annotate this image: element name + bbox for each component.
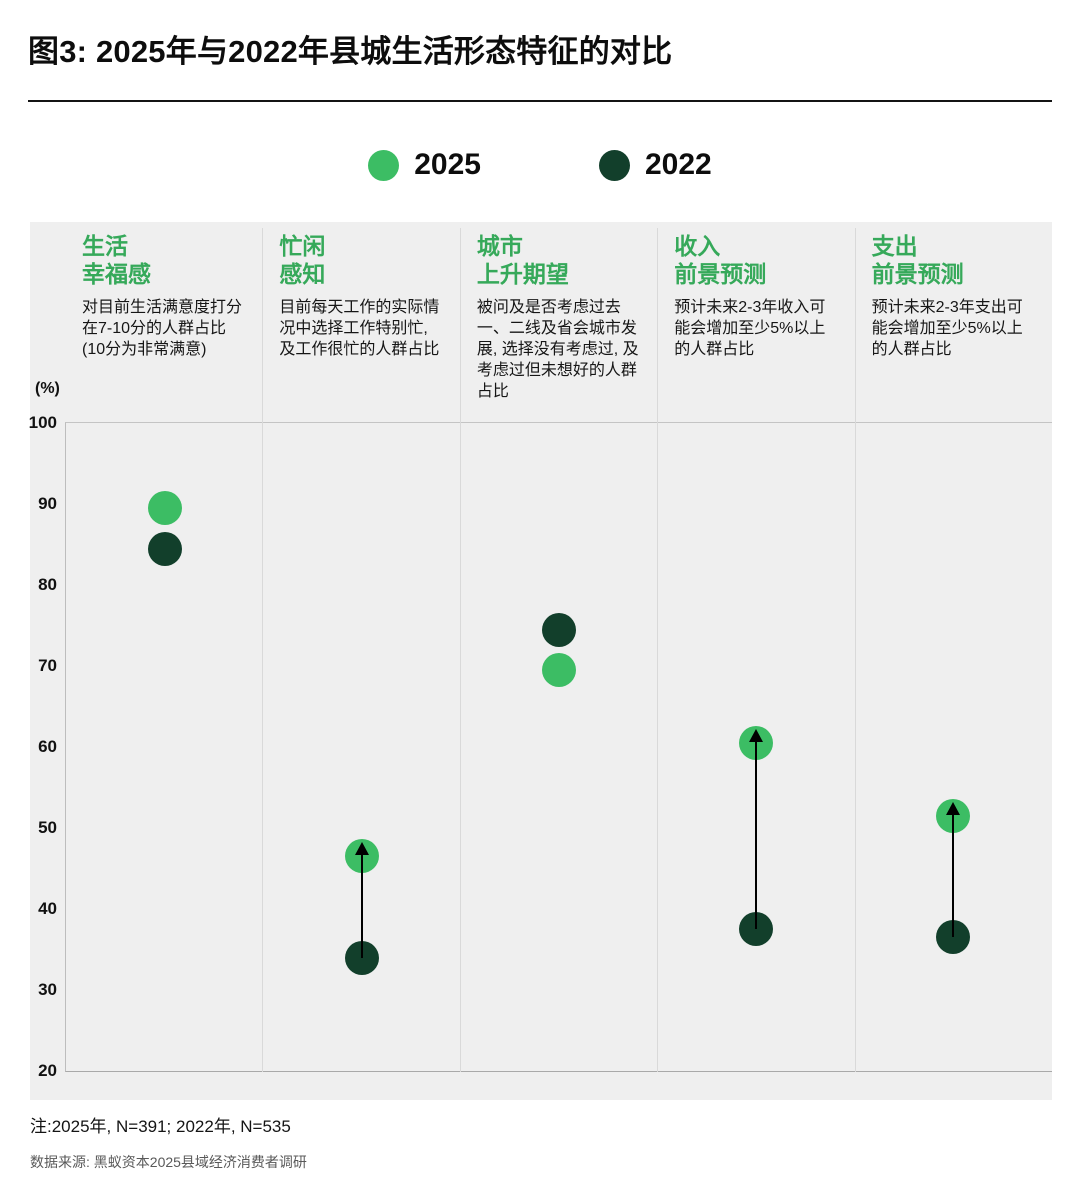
y-tick-label: 50 bbox=[38, 818, 57, 837]
category-header: 忙闲 感知目前每天工作的实际情况中选择工作特别忙, 及工作很忙的人群占比 bbox=[262, 230, 459, 422]
y-tick-label: 20 bbox=[38, 1061, 57, 1080]
category-description: 被问及是否考虑过去一、二线及省会城市发展, 选择没有考虑过, 及考虑过但未想好的… bbox=[476, 299, 639, 400]
column-divider bbox=[657, 228, 659, 1072]
y-tick-label: 100 bbox=[28, 413, 57, 432]
category-description: 预计未来2-3年收入可能会增加至少5%以上的人群占比 bbox=[674, 299, 826, 358]
y-axis-unit-label: (%) bbox=[35, 380, 60, 397]
data-point-2025 bbox=[542, 653, 576, 688]
data-source-note: 数据来源: 黑蚁资本2025县域经济消费者调研 bbox=[30, 1154, 307, 1170]
legend-item-2022: 2022 bbox=[599, 148, 712, 182]
y-tick-label: 90 bbox=[38, 494, 57, 513]
y-tick-label: 80 bbox=[38, 575, 57, 594]
data-point-2022 bbox=[542, 612, 576, 647]
category-title: 生活 幸福感 bbox=[82, 233, 151, 287]
category-description: 对目前生活满意度打分在7-10分的人群占比(10分为非常满意) bbox=[82, 299, 243, 358]
data-point-2022 bbox=[147, 531, 182, 566]
change-arrow-head-icon bbox=[749, 728, 764, 742]
category-header-row: 生活 幸福感 对目前生活满意度打分在7-10分的人群占比(10分为非常满意) 忙闲 … bbox=[65, 230, 1052, 422]
category-description: 预计未来2-3年支出可能会增加至少5%以上的人群占比 bbox=[871, 299, 1023, 358]
y-tick-label: 30 bbox=[38, 980, 57, 999]
category-description: 目前每天工作的实际情况中选择工作特别忙, 及工作很忙的人群占比 bbox=[279, 299, 440, 358]
category-title: 城市 上升期望 bbox=[476, 233, 569, 287]
category-header: 城市 上升期望被问及是否考虑过去一、二线及省会城市发展, 选择没有考虑过, 及考… bbox=[460, 230, 657, 422]
category-header: 支出 前景预测预计未来2-3年支出可能会增加至少5%以上的人群占比 bbox=[855, 230, 1052, 422]
change-arrow-line bbox=[952, 813, 955, 938]
page-title: 图3: 2025年与2022年县城生活形态特征的对比 bbox=[28, 34, 673, 69]
legend-label-2025: 2025 bbox=[414, 148, 481, 181]
y-tick-label: 70 bbox=[38, 656, 57, 675]
sample-size-note: 注:2025年, N=391; 2022年, N=535 bbox=[30, 1117, 291, 1136]
chart-legend: 2025 2022 bbox=[0, 148, 1080, 182]
legend-dot-2022-icon bbox=[599, 149, 630, 181]
column-divider bbox=[459, 228, 461, 1072]
legend-item-2025: 2025 bbox=[368, 148, 481, 182]
data-point-2025 bbox=[147, 491, 182, 526]
change-arrow-head-icon bbox=[946, 801, 961, 815]
category-title: 忙闲 感知 bbox=[279, 233, 326, 287]
category-title: 收入 前景预测 bbox=[674, 233, 767, 287]
change-arrow-head-icon bbox=[354, 842, 369, 856]
plot-area: 100 90 80 70 60 50 40 30 20 bbox=[29, 413, 1052, 1080]
change-arrow-line bbox=[755, 740, 758, 930]
column-divider bbox=[854, 228, 856, 1072]
column-divider bbox=[262, 228, 264, 1072]
legend-dot-2025-icon bbox=[368, 149, 400, 181]
title-divider bbox=[28, 100, 1052, 102]
change-arrow-line bbox=[360, 854, 363, 958]
y-tick-label: 60 bbox=[38, 737, 57, 756]
category-title: 支出 前景预测 bbox=[871, 233, 964, 287]
category-header: 生活 幸福感对目前生活满意度打分在7-10分的人群占比(10分为非常满意) bbox=[65, 230, 262, 422]
legend-label-2022: 2022 bbox=[645, 148, 712, 181]
category-header: 收入 前景预测预计未来2-3年收入可能会增加至少5%以上的人群占比 bbox=[657, 230, 854, 422]
y-tick-label: 40 bbox=[38, 899, 57, 918]
chart-panel: (%) 生活 幸福感对目前生活满意度打分在7-10分的人群占比(10分为非常满意… bbox=[29, 222, 1052, 1100]
